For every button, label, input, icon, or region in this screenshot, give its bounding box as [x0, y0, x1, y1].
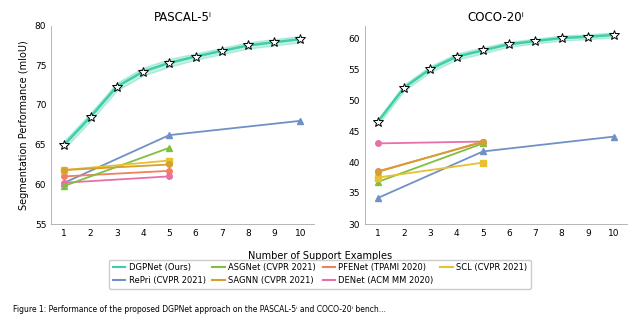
Y-axis label: Segmentation Performance (mIoU): Segmentation Performance (mIoU): [19, 40, 29, 210]
Text: Number of Support Examples: Number of Support Examples: [248, 251, 392, 261]
Legend: DGPNet (Ours), RePri (CVPR 2021), ASGNet (CVPR 2021), SAGNN (CVPR 2021), PFENet : DGPNet (Ours), RePri (CVPR 2021), ASGNet…: [109, 260, 531, 289]
Title: PASCAL-5ⁱ: PASCAL-5ⁱ: [154, 12, 211, 24]
Title: COCO-20ⁱ: COCO-20ⁱ: [468, 12, 524, 24]
Text: Figure 1: Performance of the proposed DGPNet approach on the PASCAL-5ⁱ and COCO-: Figure 1: Performance of the proposed DG…: [13, 305, 386, 314]
